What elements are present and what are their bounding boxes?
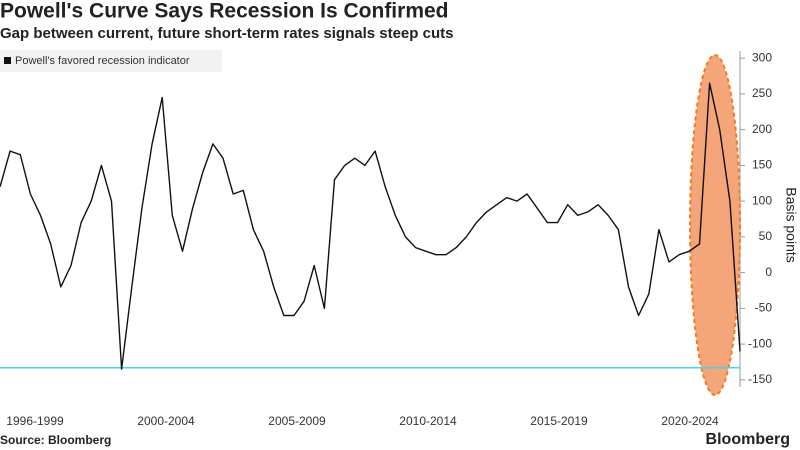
source: Source: Bloomberg: [0, 433, 111, 447]
x-tick-label: 2015-2019: [530, 414, 588, 428]
y-tick-label: -50: [755, 301, 773, 315]
y-tick-label: -100: [748, 336, 772, 350]
chart-title: Powell's Curve Says Recession Is Confirm…: [0, 0, 449, 23]
x-tick-label: 2020-2024: [661, 414, 719, 428]
y-tick-label: -150: [748, 372, 772, 386]
y-tick-label: 250: [752, 86, 772, 100]
y-tick-label: 100: [752, 193, 772, 207]
y-tick-label: 200: [752, 122, 772, 136]
x-tick-label: 2005-2009: [268, 414, 326, 428]
y-tick-label: 150: [752, 158, 772, 172]
y-tick-label: 50: [759, 229, 773, 243]
legend-swatch: [4, 57, 11, 64]
series-line: [0, 82, 741, 370]
y-tick-label: 0: [765, 265, 772, 279]
legend-box: [0, 50, 222, 72]
x-tick-label: 2000-2004: [137, 414, 195, 428]
chart-subtitle: Gap between current, future short-term r…: [0, 25, 453, 42]
x-tick-label: 2010-2014: [399, 414, 457, 428]
legend-label: Powell's favored recession indicator: [15, 55, 190, 67]
y-axis-label: Basis points: [783, 187, 799, 262]
highlight: [689, 54, 741, 396]
y-tick-label: 300: [752, 50, 772, 64]
brand: Bloomberg: [706, 431, 790, 448]
x-tick-label: 1996-1999: [6, 414, 64, 428]
